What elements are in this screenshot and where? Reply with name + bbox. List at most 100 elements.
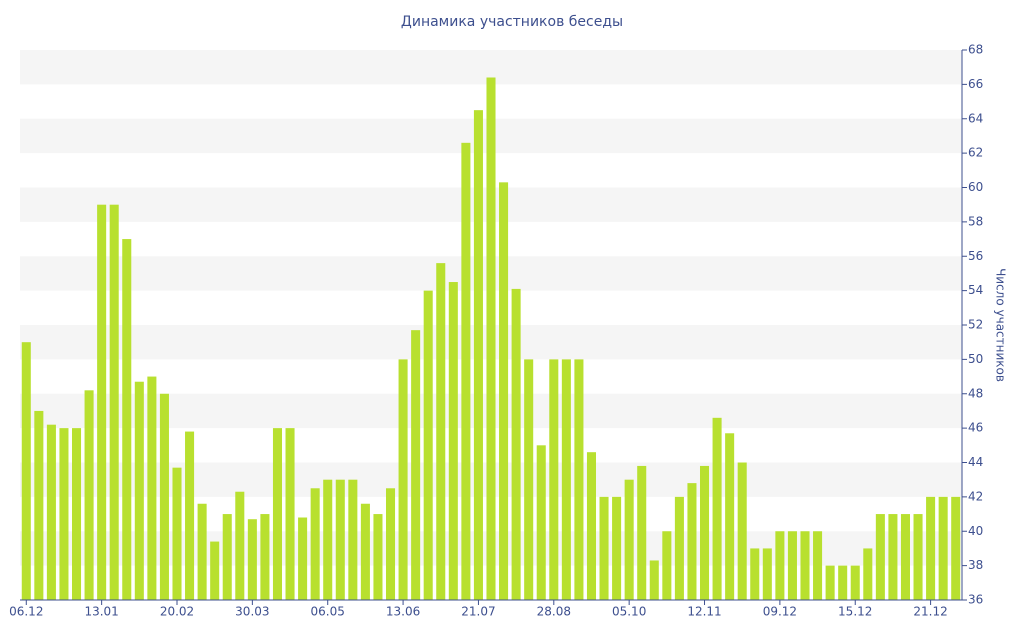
bar <box>260 514 270 600</box>
bar <box>71 428 82 600</box>
x-tick-label: 21.12 <box>913 605 947 619</box>
y-axis-label: Число участников <box>994 268 1008 382</box>
bar <box>59 428 69 600</box>
bar <box>298 517 308 600</box>
bar <box>84 390 94 600</box>
bar <box>21 342 31 600</box>
bar <box>323 479 333 600</box>
bar <box>310 488 320 600</box>
y-tick-label: 66 <box>968 77 983 91</box>
bar <box>524 359 534 600</box>
y-tick-label: 50 <box>968 352 983 366</box>
bar <box>473 110 483 600</box>
bar <box>210 541 220 600</box>
y-tick-label: 68 <box>968 43 983 57</box>
bar <box>737 462 747 600</box>
y-tick-label: 46 <box>968 421 983 435</box>
x-tick-label: 13.01 <box>84 605 118 619</box>
bar <box>348 479 358 600</box>
bar <box>411 330 421 600</box>
bar <box>536 445 546 600</box>
x-tick-label: 09.12 <box>763 605 797 619</box>
bar <box>185 431 195 600</box>
bar <box>888 514 898 600</box>
bar <box>725 433 735 600</box>
bar <box>624 479 634 600</box>
x-tick-label: 06.12 <box>9 605 43 619</box>
bar <box>687 483 697 600</box>
bar <box>461 142 471 600</box>
bar <box>97 204 107 600</box>
bar <box>926 496 936 600</box>
bar <box>46 424 56 600</box>
bar <box>335 479 345 600</box>
bar <box>825 565 835 600</box>
bar <box>511 288 521 600</box>
x-tick-label: 15.12 <box>838 605 872 619</box>
bar <box>574 359 584 600</box>
bar <box>662 531 672 600</box>
y-tick-label: 38 <box>968 558 983 572</box>
bar <box>222 514 232 600</box>
bar <box>913 514 923 600</box>
bar <box>775 531 785 600</box>
y-tick-label: 40 <box>968 524 983 538</box>
bar <box>385 488 396 600</box>
bar <box>649 560 659 600</box>
bar <box>762 548 772 600</box>
bar <box>938 496 948 600</box>
x-tick-label: 21.07 <box>461 605 495 619</box>
y-tick-label: 56 <box>968 249 983 263</box>
y-tick-label: 52 <box>968 318 983 332</box>
x-tick-label: 30.03 <box>235 605 269 619</box>
x-tick-label: 06.05 <box>311 605 345 619</box>
bar <box>637 465 647 600</box>
bar <box>373 514 383 600</box>
bar <box>599 496 609 600</box>
bar <box>172 467 182 600</box>
bar <box>712 417 722 600</box>
bar <box>787 531 797 600</box>
bar <box>423 290 433 600</box>
bar <box>448 282 458 600</box>
bar <box>900 514 911 600</box>
bar <box>122 239 132 600</box>
bar <box>875 514 885 600</box>
bar <box>159 393 169 600</box>
x-tick-label: 12.11 <box>687 605 721 619</box>
bar <box>486 77 496 600</box>
x-tick-label: 13.06 <box>386 605 420 619</box>
x-tick-label: 05.10 <box>612 605 646 619</box>
bar <box>674 496 684 600</box>
bar <box>750 548 760 600</box>
y-tick-label: 62 <box>968 146 983 160</box>
bar <box>147 376 157 600</box>
bar <box>850 565 860 600</box>
y-tick-label: 60 <box>968 180 983 194</box>
bar <box>398 359 408 600</box>
bar <box>586 452 597 600</box>
y-tick-label: 64 <box>968 111 983 125</box>
bar <box>134 381 144 600</box>
x-tick-label: 28.08 <box>537 605 571 619</box>
y-tick-label: 36 <box>968 593 983 607</box>
bar <box>800 531 810 600</box>
bar <box>863 548 873 600</box>
y-tick-label: 42 <box>968 489 983 503</box>
bar <box>813 531 823 600</box>
bar <box>272 428 283 600</box>
bar <box>838 565 848 600</box>
bar <box>235 491 245 600</box>
y-tick-label: 48 <box>968 386 983 400</box>
bar <box>197 503 207 600</box>
bar <box>951 496 961 600</box>
bar <box>561 359 571 600</box>
chart-title: Динамика участников беседы <box>401 14 623 30</box>
y-tick-label: 54 <box>968 283 983 297</box>
y-tick-label: 58 <box>968 214 983 228</box>
bar <box>109 204 119 600</box>
bar <box>285 428 295 600</box>
bar <box>612 496 622 600</box>
bar <box>499 182 509 600</box>
